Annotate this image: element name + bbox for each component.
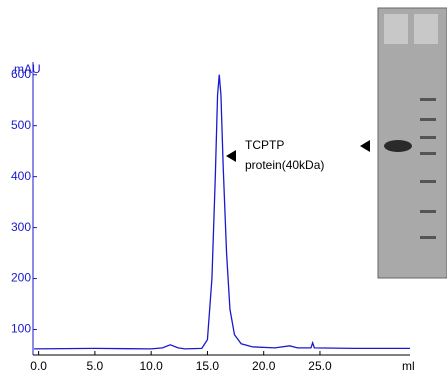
x-tick-label: 10.0 [139,359,163,373]
y-tick-label: 100 [11,322,31,336]
y-tick-label: 500 [11,118,31,132]
x-tick-label: 5.0 [87,359,104,373]
x-tick-label: 15.0 [196,359,220,373]
y-tick-label: 600 [11,67,31,81]
x-axis-label: ml [402,359,415,373]
chart: mAU ml TCPTP protein(40kDa) 100200300400… [0,0,447,373]
x-tick-label: 0.0 [30,359,47,373]
annotation: TCPTP [245,138,284,152]
arrow [226,150,236,162]
y-tick-label: 200 [11,271,31,285]
x-tick-label: 25.0 [308,359,332,373]
page: {"chart_data": {"type": "line", "y_label… [0,0,447,373]
chromatogram-line [34,75,410,349]
arrow [360,140,370,152]
y-tick-label: 400 [11,169,31,183]
y-tick-label: 300 [11,220,31,234]
annotation: protein(40kDa) [245,158,324,172]
x-tick-label: 20.0 [252,359,276,373]
gel-image [378,8,447,278]
